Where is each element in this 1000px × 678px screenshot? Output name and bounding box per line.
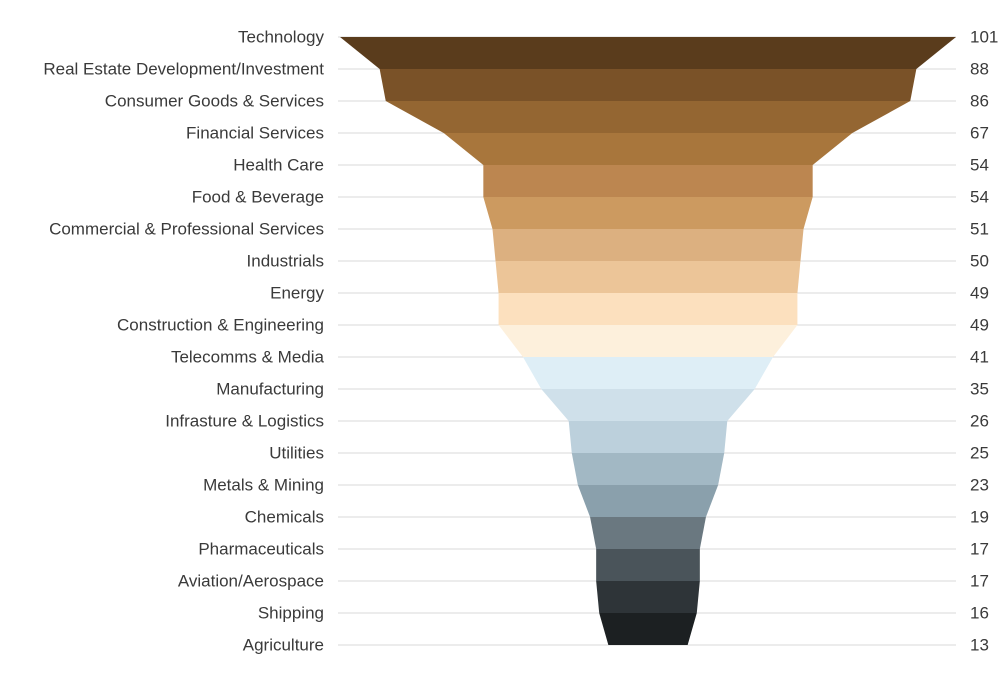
category-label: Utilities bbox=[269, 443, 324, 462]
value-label: 17 bbox=[970, 571, 989, 590]
value-label: 25 bbox=[970, 443, 989, 462]
funnel-band bbox=[568, 421, 728, 453]
funnel-band bbox=[541, 389, 755, 421]
value-label: 88 bbox=[970, 59, 989, 78]
funnel-band bbox=[590, 517, 706, 549]
category-label: Aviation/Aerospace bbox=[178, 571, 324, 590]
category-label: Industrials bbox=[247, 251, 324, 270]
value-label: 54 bbox=[970, 187, 989, 206]
funnel-band bbox=[340, 37, 956, 69]
funnel-band bbox=[596, 549, 700, 581]
category-label: Metals & Mining bbox=[203, 475, 324, 494]
funnel-band bbox=[577, 485, 719, 517]
funnel-band bbox=[498, 293, 798, 325]
value-label: 41 bbox=[970, 347, 989, 366]
funnel-band bbox=[379, 69, 917, 101]
category-label: Food & Beverage bbox=[192, 187, 324, 206]
funnel-band bbox=[385, 101, 911, 133]
category-label: Infrasture & Logistics bbox=[165, 411, 324, 430]
funnel-band bbox=[596, 581, 700, 613]
value-label: 26 bbox=[970, 411, 989, 430]
funnel-band bbox=[599, 613, 697, 645]
value-label: 13 bbox=[970, 635, 989, 654]
value-label: 86 bbox=[970, 91, 989, 110]
value-label: 101 bbox=[970, 27, 998, 46]
category-label: Telecomms & Media bbox=[171, 347, 325, 366]
value-label: 50 bbox=[970, 251, 989, 270]
category-label: Energy bbox=[270, 283, 324, 302]
funnel-band bbox=[498, 325, 798, 357]
funnel-band bbox=[495, 261, 801, 293]
category-label: Construction & Engineering bbox=[117, 315, 324, 334]
value-label: 49 bbox=[970, 315, 989, 334]
value-label: 16 bbox=[970, 603, 989, 622]
value-label: 51 bbox=[970, 219, 989, 238]
funnel-band bbox=[522, 357, 774, 389]
value-label: 67 bbox=[970, 123, 989, 142]
category-label: Chemicals bbox=[245, 507, 324, 526]
category-label: Agriculture bbox=[243, 635, 324, 654]
value-label: 23 bbox=[970, 475, 989, 494]
funnel-band bbox=[483, 197, 813, 229]
category-label: Pharmaceuticals bbox=[198, 539, 324, 558]
category-label: Commercial & Professional Services bbox=[49, 219, 324, 238]
value-label: 49 bbox=[970, 283, 989, 302]
value-label: 19 bbox=[970, 507, 989, 526]
category-label: Consumer Goods & Services bbox=[105, 91, 324, 110]
funnel-band bbox=[443, 133, 853, 165]
funnel-band bbox=[492, 229, 804, 261]
category-label: Manufacturing bbox=[216, 379, 324, 398]
category-label: Technology bbox=[238, 27, 325, 46]
category-label: Health Care bbox=[233, 155, 324, 174]
funnel-band bbox=[483, 165, 813, 197]
category-label: Shipping bbox=[258, 603, 324, 622]
category-label: Real Estate Development/Investment bbox=[43, 59, 324, 78]
funnel-band bbox=[571, 453, 725, 485]
value-label: 35 bbox=[970, 379, 989, 398]
value-label: 17 bbox=[970, 539, 989, 558]
value-label: 54 bbox=[970, 155, 989, 174]
category-label: Financial Services bbox=[186, 123, 324, 142]
